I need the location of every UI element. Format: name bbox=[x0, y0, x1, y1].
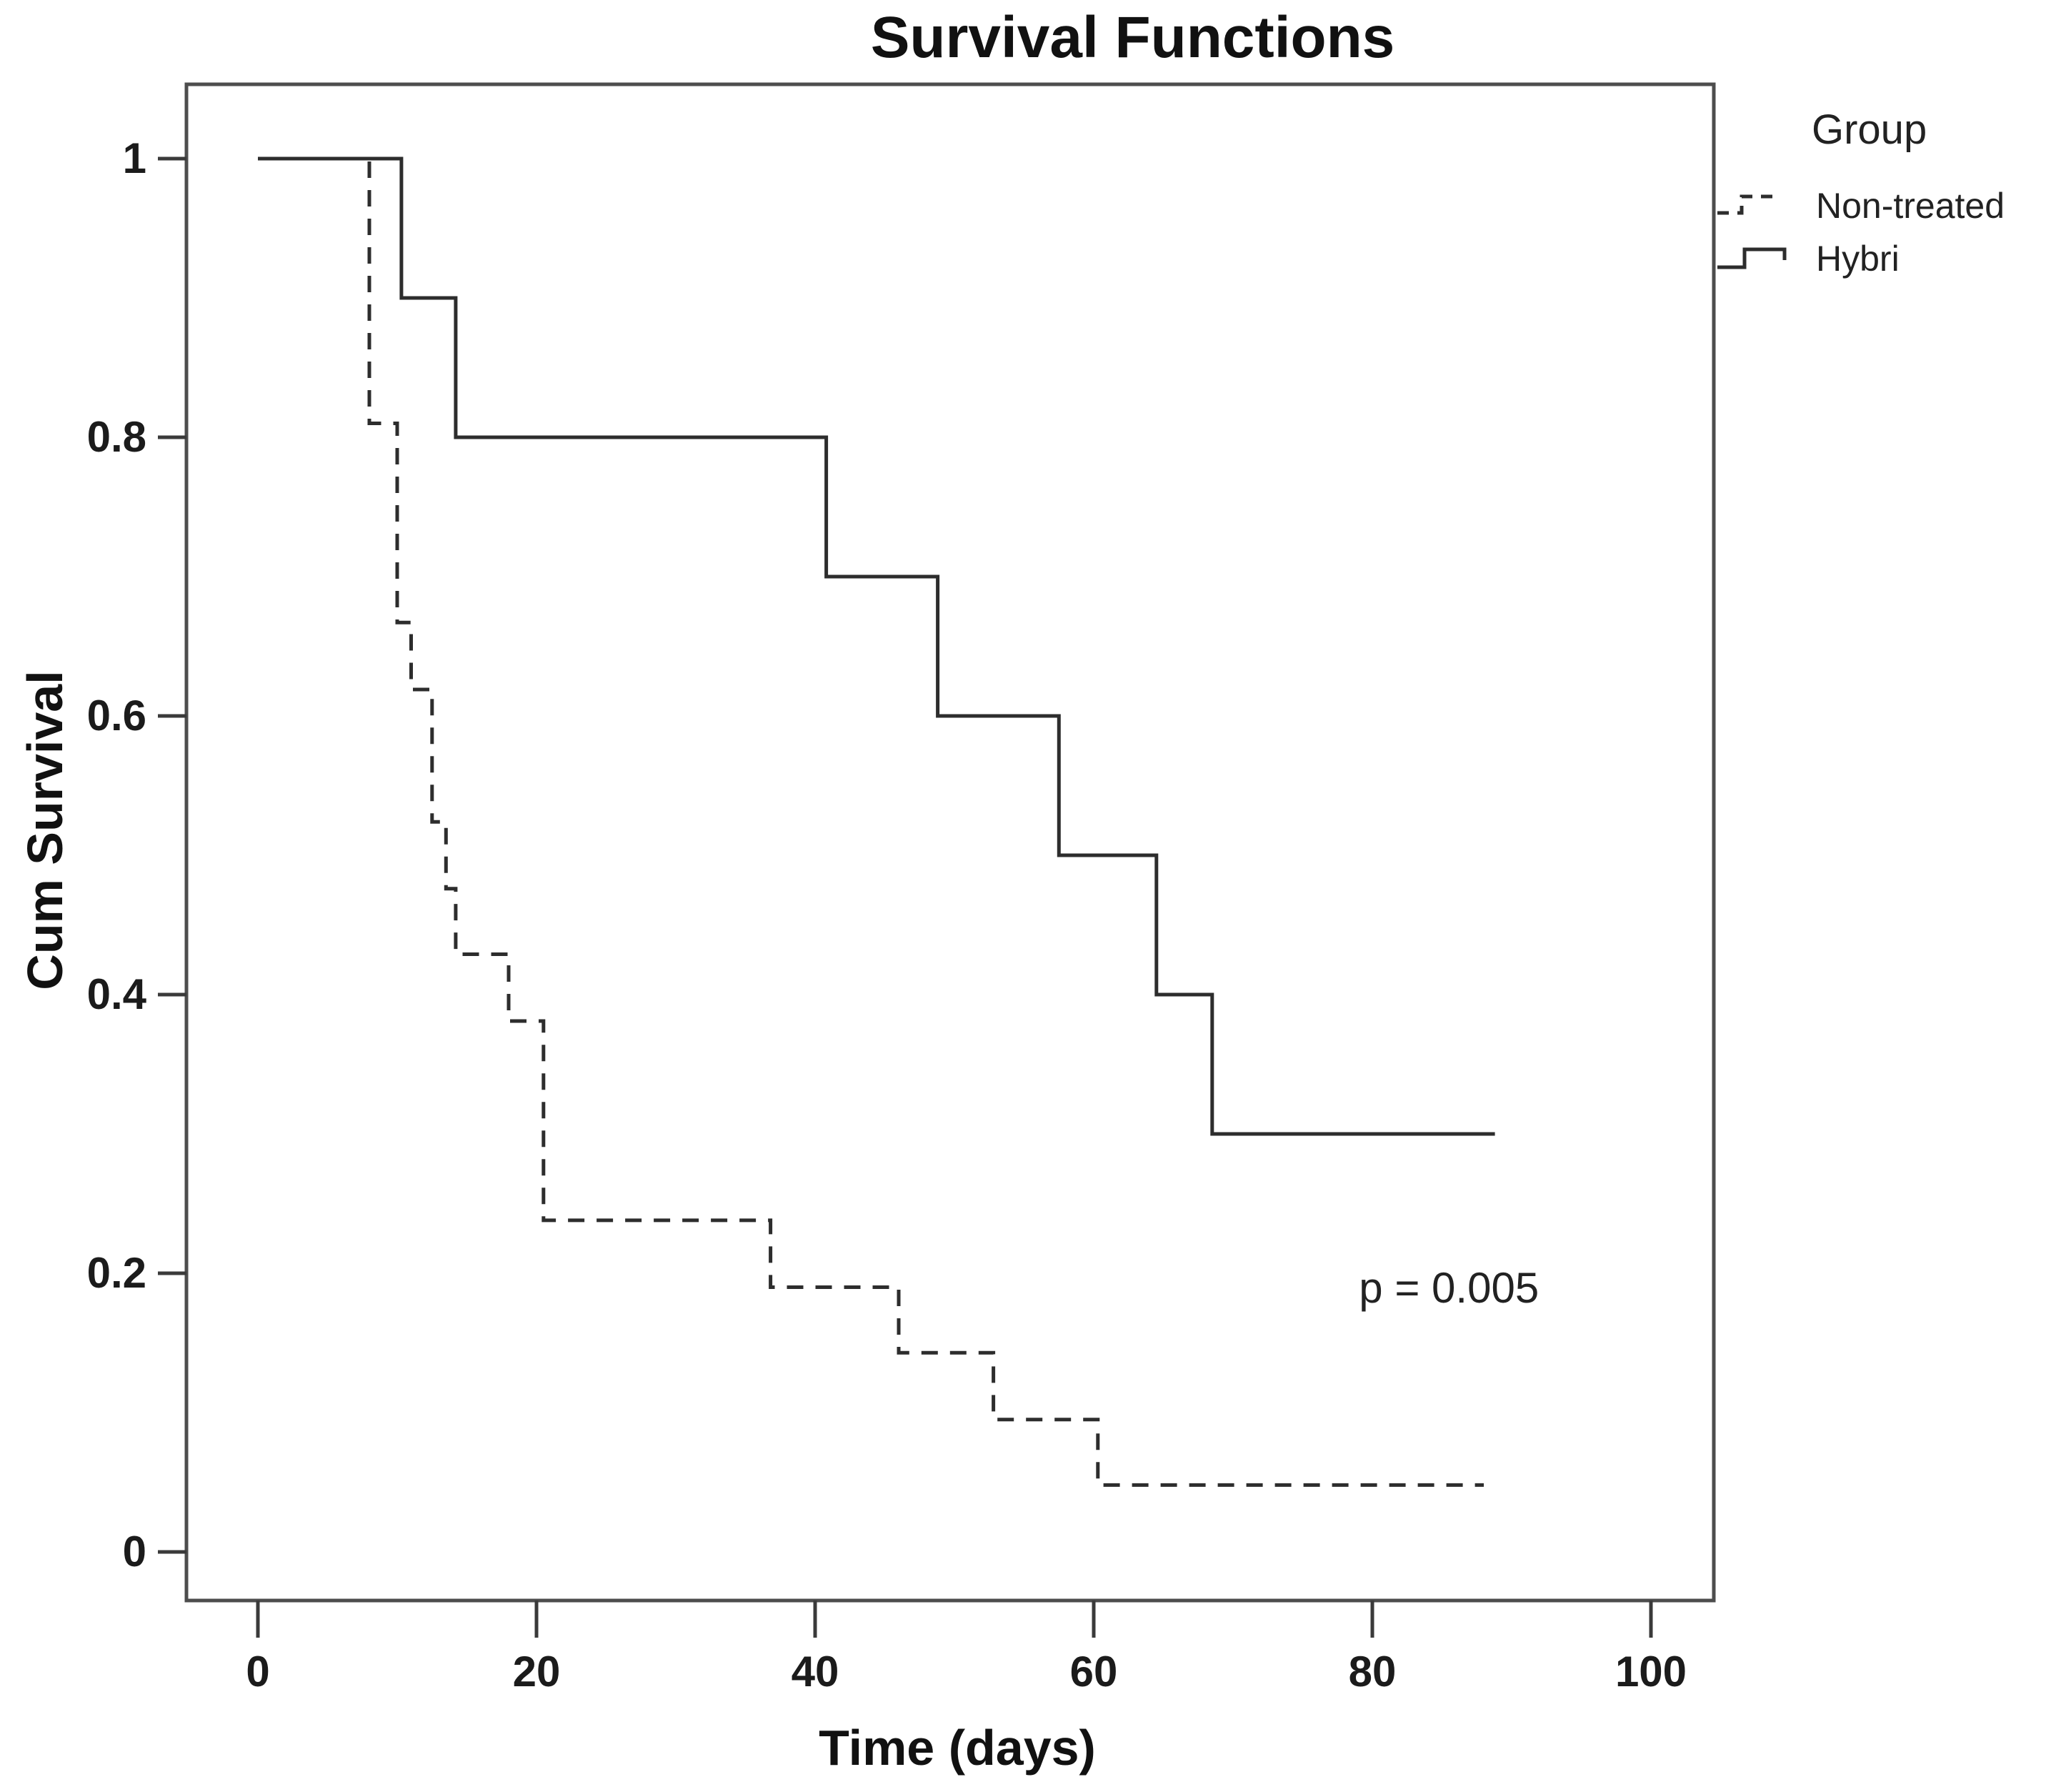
series-path-hybri bbox=[258, 156, 1495, 1136]
y-tick-label: 1 bbox=[122, 134, 146, 182]
y-tick-label: 0.4 bbox=[86, 970, 146, 1018]
legend-label-hybri: Hybri bbox=[1816, 239, 1900, 279]
x-tick-label: 0 bbox=[246, 1648, 270, 1696]
p-value-annotation: p = 0.005 bbox=[1359, 1263, 1540, 1312]
x-axis-title: Time (days) bbox=[819, 1720, 1096, 1776]
x-tick-label: 20 bbox=[512, 1648, 561, 1696]
legend-label-non-treated: Non-treated bbox=[1816, 186, 2005, 226]
y-tick-label: 0 bbox=[122, 1528, 146, 1576]
dashed-line-sample bbox=[1717, 194, 1775, 215]
legend-title: Group bbox=[1812, 106, 1927, 153]
chart-title: Survival Functions bbox=[870, 5, 1395, 70]
plot-border bbox=[184, 82, 1716, 1603]
x-tick-label: 60 bbox=[1069, 1648, 1118, 1696]
x-tick-label: 100 bbox=[1615, 1648, 1687, 1696]
series-path-non-treated bbox=[258, 156, 1484, 1487]
y-tick-label: 0.6 bbox=[86, 692, 146, 740]
y-tick-label: 0.8 bbox=[86, 413, 146, 461]
y-tick-label: 0.2 bbox=[86, 1249, 146, 1297]
y-axis-title: Cum Survival bbox=[17, 670, 73, 990]
solid-line-sample bbox=[1717, 247, 1787, 269]
x-tick-label: 80 bbox=[1348, 1648, 1397, 1696]
x-tick-label: 40 bbox=[791, 1648, 839, 1696]
